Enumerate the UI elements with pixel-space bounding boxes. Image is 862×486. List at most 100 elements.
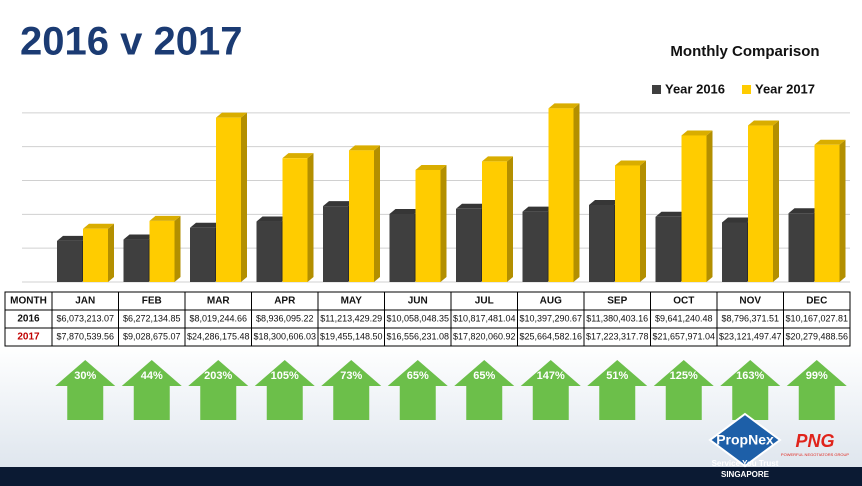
growth-arrow — [188, 360, 249, 420]
growth-arrow — [121, 360, 182, 420]
logo-diamond — [708, 412, 782, 468]
bar-side — [174, 215, 181, 282]
x-tick-label: FEB — [142, 296, 162, 307]
growth-arrow — [454, 360, 515, 420]
growth-label: 30% — [74, 370, 96, 382]
legend-label: Year 2016 — [665, 81, 725, 96]
bar-side — [640, 160, 646, 282]
bar — [722, 222, 747, 282]
bar — [389, 213, 415, 282]
bar-top — [748, 120, 779, 126]
bar-side — [241, 112, 247, 282]
table-cell: $11,213,429.29 — [320, 313, 382, 323]
table-cell: $9,641,240.48 — [655, 313, 713, 323]
bar — [282, 158, 308, 282]
bar-side — [374, 145, 380, 282]
bar-top — [456, 203, 487, 209]
growth-label: 65% — [407, 370, 429, 382]
table-cell: $10,058,048.35 — [386, 313, 449, 323]
bar-top — [57, 235, 88, 241]
growth-label: 125% — [670, 370, 698, 382]
bar — [655, 216, 681, 282]
bar — [190, 227, 215, 282]
growth-label: 105% — [271, 370, 299, 382]
growth-label: 147% — [537, 370, 565, 382]
bar-top — [415, 164, 447, 170]
table-cell: $24,286,175.48 — [187, 331, 250, 341]
growth-label: 203% — [204, 370, 232, 382]
bar-side — [839, 139, 846, 282]
table-cell: $10,817,481.04 — [453, 313, 516, 323]
bar — [349, 150, 374, 282]
bar-top — [389, 208, 421, 214]
table-cell: $8,796,371.51 — [721, 313, 779, 323]
growth-label: 163% — [736, 370, 764, 382]
bar-side — [573, 103, 580, 282]
bar — [748, 125, 773, 283]
table-cell: $16,556,231.08 — [386, 331, 449, 341]
x-tick-label: JUL — [475, 296, 494, 307]
growth-label: 44% — [141, 370, 163, 382]
bar-top — [548, 103, 580, 109]
table-cell: $8,019,244.66 — [189, 313, 247, 323]
growth-arrow — [254, 360, 315, 420]
bar — [83, 228, 108, 282]
bar — [681, 135, 707, 282]
x-tick-label: APR — [274, 296, 296, 307]
growth-label: 65% — [473, 370, 495, 382]
growth-label: 73% — [340, 370, 362, 382]
bar — [522, 211, 548, 282]
bar-top — [522, 206, 554, 212]
table-cell: $25,664,582.16 — [519, 331, 582, 341]
table-cell: $21,657,971.04 — [652, 331, 715, 341]
x-tick-label: DEC — [806, 296, 827, 307]
bar-top — [788, 208, 820, 214]
logo-brand: PropNex — [716, 432, 774, 448]
bar — [615, 165, 640, 282]
growth-label: 51% — [606, 370, 628, 382]
table-cell: $18,300,606.03 — [253, 331, 316, 341]
bar — [589, 204, 614, 282]
table-cell: $20,279,488.56 — [785, 331, 848, 341]
growth-label: 99% — [806, 370, 828, 382]
table-cell: $6,272,134.85 — [123, 313, 181, 323]
x-tick-label: MAR — [207, 296, 231, 307]
growth-arrow — [653, 360, 714, 420]
bar — [415, 169, 441, 282]
table-cell: $10,167,027.81 — [785, 313, 848, 323]
bar-side — [507, 156, 513, 282]
logo-region: SINGAPORE — [721, 470, 770, 479]
table-cell: $11,380,403.16 — [586, 313, 648, 323]
table-header: MONTH — [10, 296, 47, 307]
bar-side — [706, 130, 713, 282]
bar — [216, 117, 241, 282]
x-tick-label: OCT — [673, 296, 694, 307]
x-tick-label: JAN — [75, 296, 95, 307]
legend-swatch — [742, 85, 751, 94]
table-cell: $8,936,095.22 — [256, 313, 314, 323]
growth-arrow — [520, 360, 581, 420]
bar-top — [83, 223, 114, 229]
bar-top — [282, 153, 314, 159]
growth-arrow — [786, 360, 847, 420]
growth-arrow — [720, 360, 781, 420]
table-cell: $17,223,317.78 — [586, 331, 649, 341]
growth-arrow — [55, 360, 116, 420]
logo-tagline: Service You Trust — [712, 459, 779, 468]
heading: 2016 v 2017 — [20, 20, 242, 64]
bar — [57, 240, 82, 282]
bar-side — [773, 120, 779, 283]
bar-top — [615, 160, 646, 166]
bar-top — [123, 234, 155, 240]
legend-label: Year 2017 — [755, 81, 815, 96]
bar-top — [814, 139, 846, 145]
table-cell: $17,820,060.92 — [453, 331, 516, 341]
bar — [548, 108, 574, 282]
table-cell: $6,073,213.07 — [56, 313, 114, 323]
row-label: 2017 — [17, 332, 40, 343]
bar-top — [655, 211, 687, 217]
growth-arrow — [387, 360, 448, 420]
x-tick-label: AUG — [540, 296, 562, 307]
table-frame — [4, 291, 851, 347]
